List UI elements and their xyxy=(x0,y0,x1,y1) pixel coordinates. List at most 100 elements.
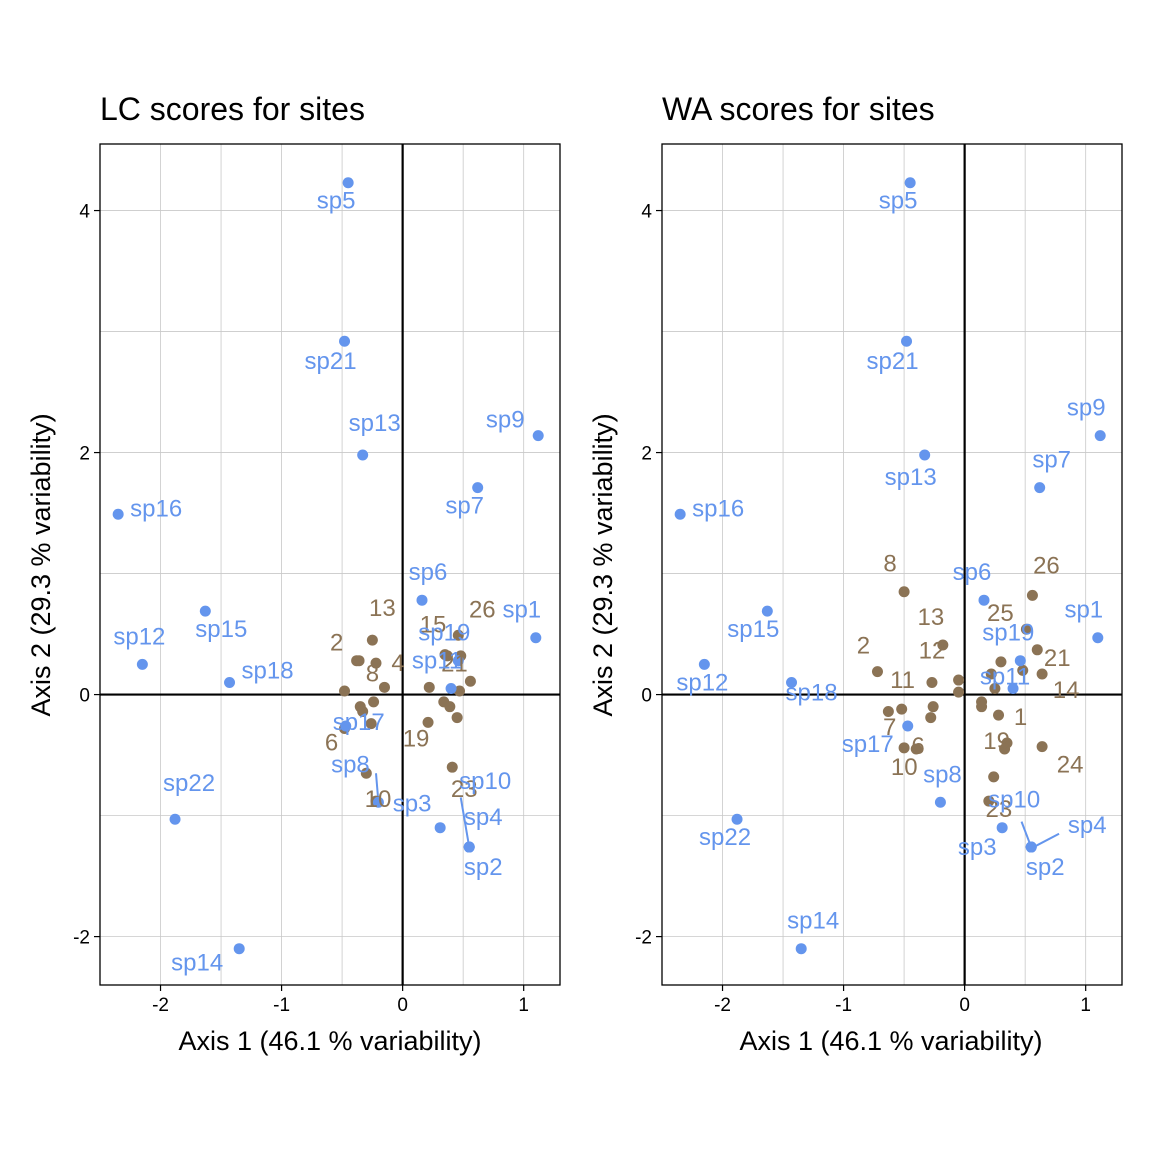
site-point xyxy=(985,668,997,680)
y-tick-label: 4 xyxy=(79,202,90,223)
site-point xyxy=(446,761,458,773)
site-point xyxy=(441,650,453,662)
site-label: 21 xyxy=(441,650,468,677)
site-label: 12 xyxy=(919,637,946,664)
site-point xyxy=(988,771,1000,783)
site-label: 2 xyxy=(330,630,343,657)
site-label: 2 xyxy=(857,633,870,660)
site-label: 15 xyxy=(420,612,447,639)
species-label: sp21 xyxy=(305,348,357,375)
species-label: sp5 xyxy=(879,188,918,215)
y-tick-label: 0 xyxy=(79,686,90,707)
species-point xyxy=(169,813,181,825)
label-connector-line xyxy=(1033,832,1060,848)
x-tick-label: 0 xyxy=(959,995,970,1016)
species-label: sp12 xyxy=(676,669,728,696)
y-tick-label: -2 xyxy=(635,928,652,949)
species-point xyxy=(1014,655,1026,667)
site-point xyxy=(422,716,434,728)
species-point xyxy=(472,482,484,494)
site-label: 23 xyxy=(451,776,478,803)
x-axis-title-lc: Axis 1 (46.1 % variability) xyxy=(178,1026,481,1056)
site-label: 10 xyxy=(891,754,918,781)
species-point xyxy=(1007,683,1019,695)
species-point xyxy=(112,508,124,520)
species-label: sp19 xyxy=(982,620,1034,647)
site-point xyxy=(926,676,938,688)
species-point xyxy=(452,655,464,667)
species-point xyxy=(372,796,384,808)
site-point xyxy=(368,696,380,708)
site-label: 6 xyxy=(325,729,338,756)
site-point xyxy=(444,701,456,713)
panel-title-wa: WA scores for sites xyxy=(662,91,935,127)
species-label: sp5 xyxy=(317,188,356,215)
species-point xyxy=(901,335,913,347)
species-point xyxy=(786,676,798,688)
label-connector-line xyxy=(459,797,471,848)
species-point xyxy=(919,449,931,461)
site-label: 11 xyxy=(890,667,915,694)
site-point xyxy=(378,681,390,693)
site-point xyxy=(983,795,995,807)
species-point xyxy=(795,943,807,955)
site-point xyxy=(1026,589,1038,601)
species-point xyxy=(357,449,369,461)
x-tick-label: 1 xyxy=(518,995,529,1016)
species-label: sp13 xyxy=(349,410,401,437)
species-label: sp3 xyxy=(393,791,432,818)
site-point xyxy=(989,683,1001,695)
site-point xyxy=(366,634,378,646)
species-label: sp1 xyxy=(1064,597,1103,624)
species-point xyxy=(445,683,457,695)
species-label: sp8 xyxy=(923,761,962,788)
site-point xyxy=(871,666,883,678)
species-point xyxy=(978,594,990,606)
site-label: 21 xyxy=(1044,645,1071,672)
y-tick-label: -2 xyxy=(73,928,90,949)
site-label: 19 xyxy=(983,728,1010,755)
species-label: sp6 xyxy=(953,559,992,586)
y-tick-label: 0 xyxy=(641,686,652,707)
site-point xyxy=(451,712,463,724)
species-point xyxy=(902,720,914,732)
site-label: 7 xyxy=(883,714,896,741)
site-label: 6 xyxy=(911,733,924,760)
site-point xyxy=(927,701,939,713)
site-point xyxy=(464,675,476,687)
site-point xyxy=(1017,664,1029,676)
lc-plot-area: -2 -1 0 1-2024132486101526211923sp5sp21sp13… xyxy=(73,143,561,1016)
species-point xyxy=(532,430,544,442)
species-point xyxy=(1094,430,1106,442)
species-label: sp2 xyxy=(1026,854,1065,881)
species-label: sp16 xyxy=(692,495,744,522)
site-label: 4 xyxy=(391,650,404,677)
species-point xyxy=(339,335,351,347)
x-axis-title-wa: Axis 1 (46.1 % variability) xyxy=(739,1026,1042,1056)
species-label: sp19 xyxy=(418,620,470,647)
x-tick-label: 1 xyxy=(1080,995,1091,1016)
species-point xyxy=(698,658,710,670)
species-label: sp9 xyxy=(486,407,525,434)
y-tick-label: 2 xyxy=(641,444,652,465)
site-label: 23 xyxy=(985,796,1012,823)
site-point xyxy=(1036,668,1048,680)
site-point xyxy=(1031,644,1043,656)
site-point xyxy=(993,709,1005,721)
site-point xyxy=(882,706,894,718)
species-label: sp22 xyxy=(699,824,751,851)
species-label: sp3 xyxy=(958,834,997,861)
site-label: 25 xyxy=(987,600,1014,627)
site-label: 14 xyxy=(1053,677,1080,704)
species-label: sp7 xyxy=(445,493,484,520)
species-label: sp14 xyxy=(171,950,223,977)
site-point xyxy=(339,685,351,697)
species-point xyxy=(731,813,743,825)
site-point xyxy=(995,656,1007,668)
species-label: sp21 xyxy=(867,348,919,375)
site-point xyxy=(898,742,910,754)
